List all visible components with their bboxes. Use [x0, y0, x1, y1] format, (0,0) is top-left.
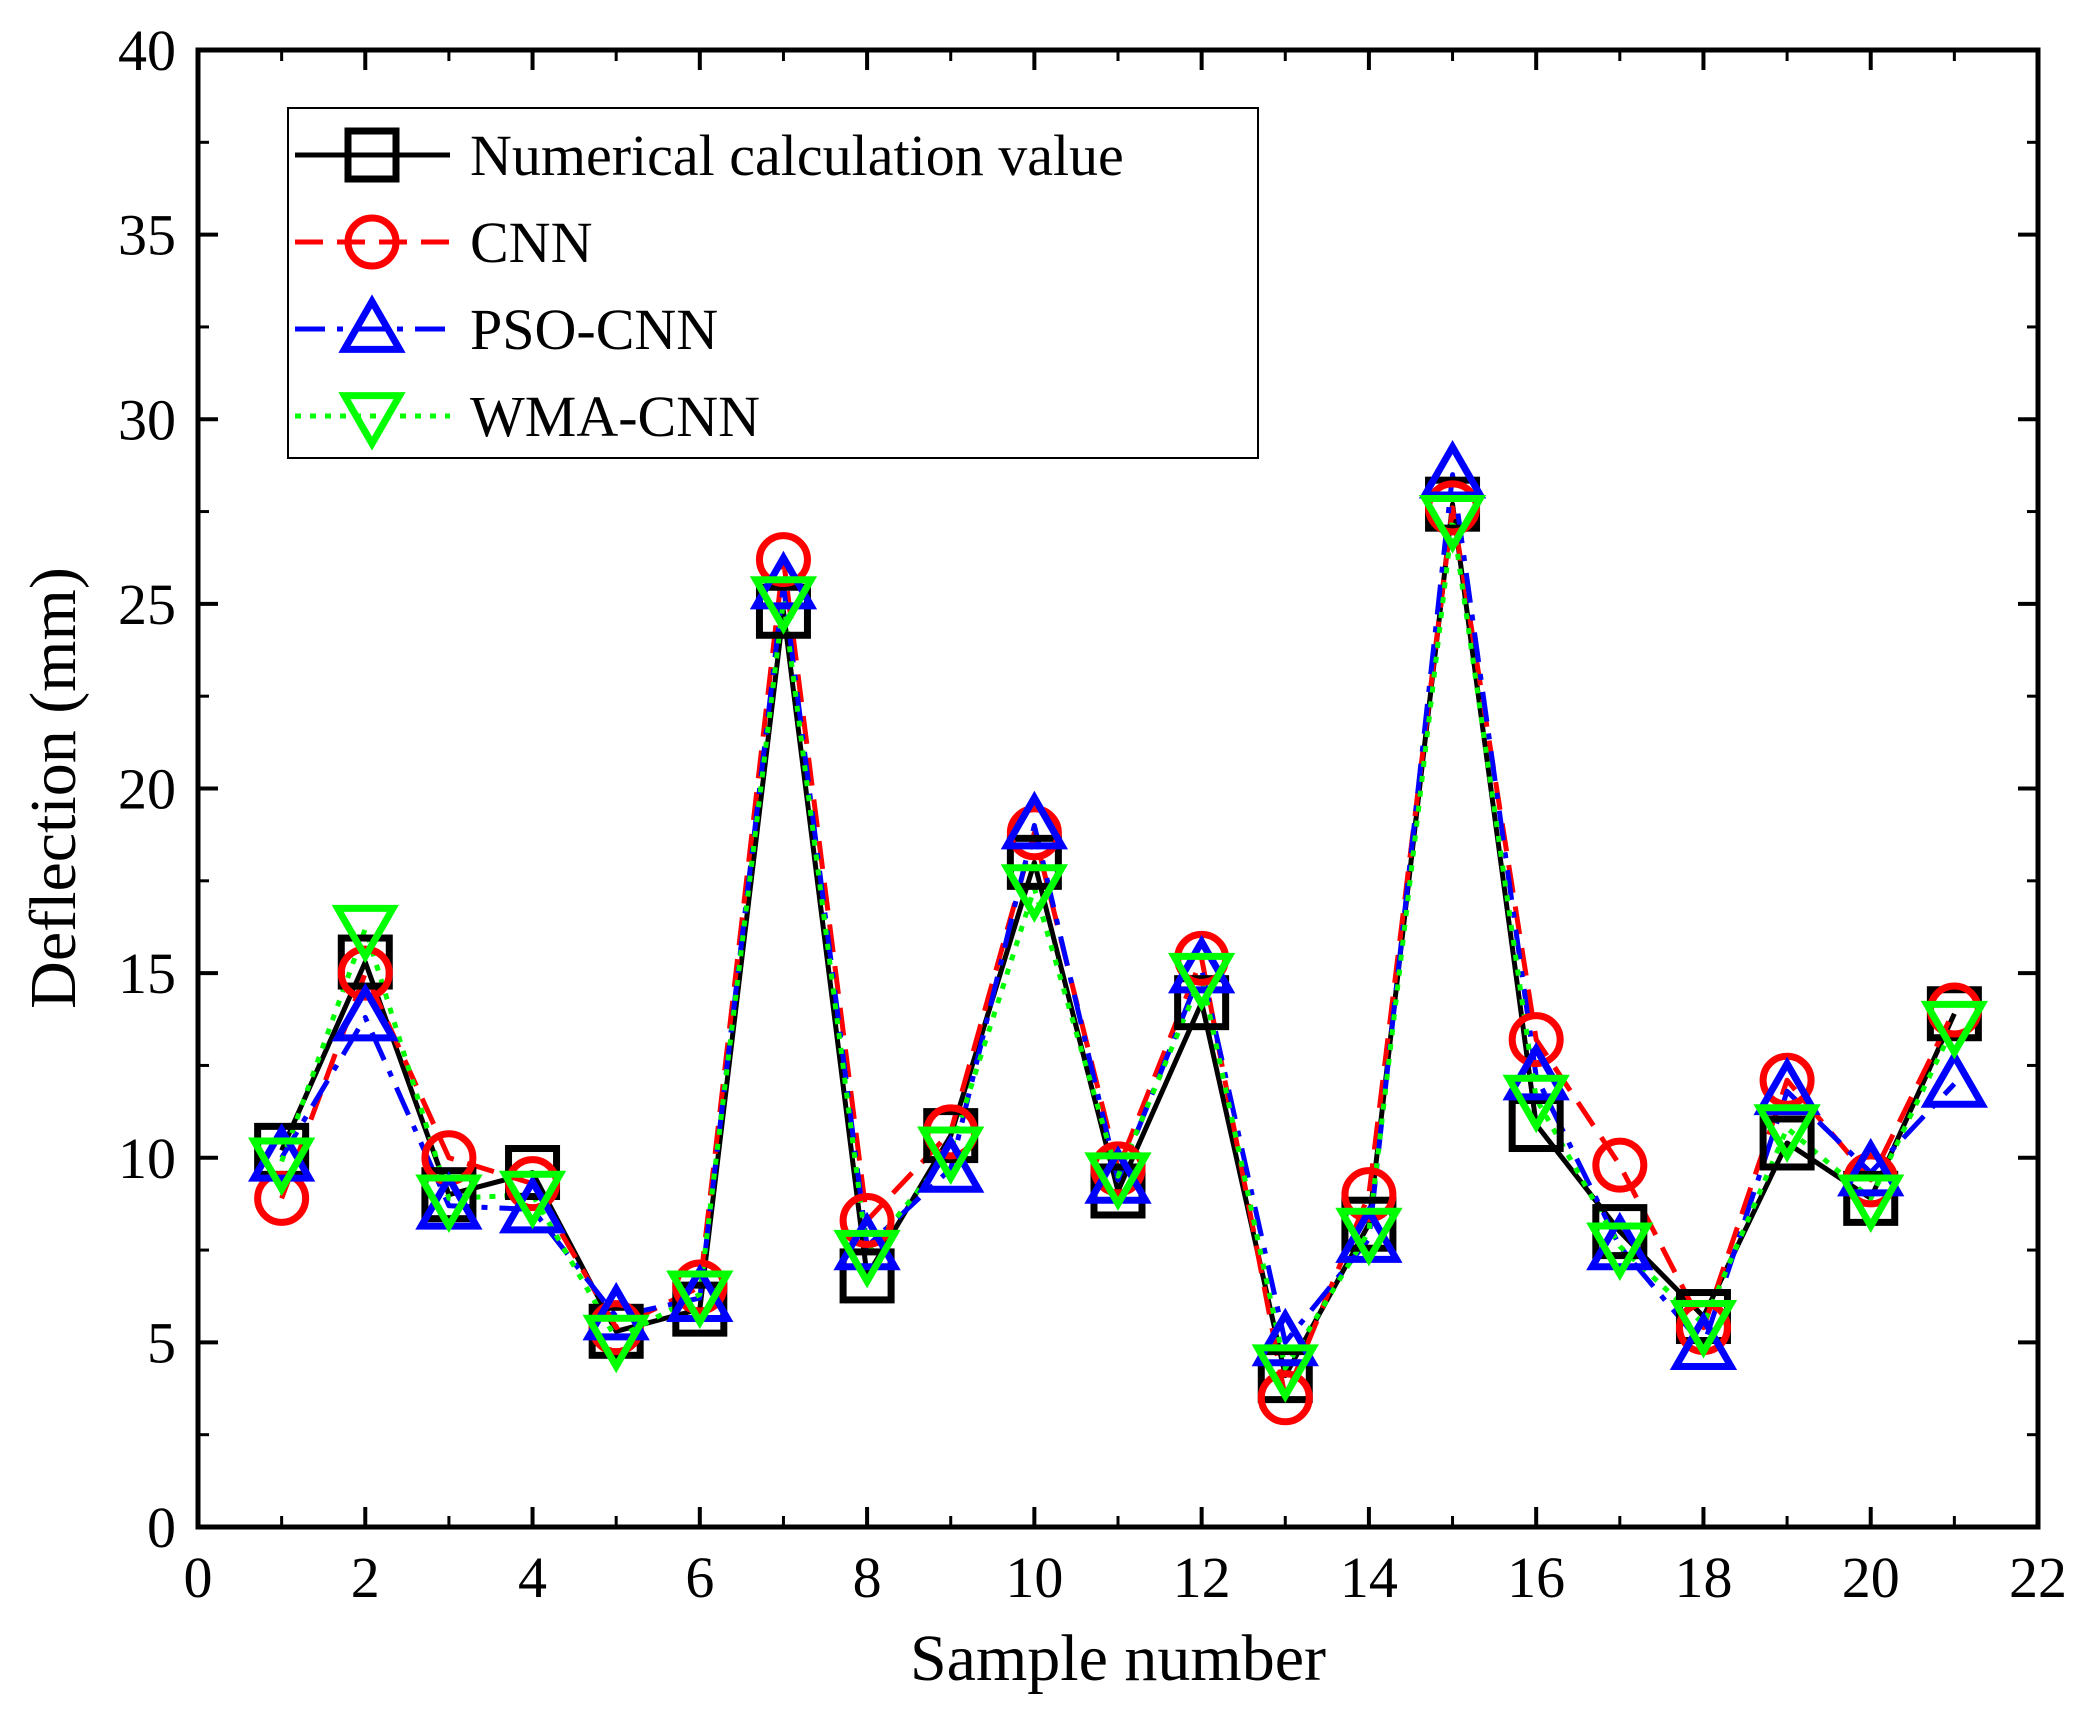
x-tick-label: 4 [518, 1545, 547, 1610]
y-tick-label: 0 [147, 1495, 176, 1560]
x-tick-label: 0 [184, 1545, 213, 1610]
x-tick-label: 10 [1005, 1545, 1063, 1610]
legend-label: WMA-CNN [470, 384, 760, 449]
x-tick-label: 16 [1507, 1545, 1565, 1610]
series-line-1 [282, 504, 1955, 1375]
series-line-2 [282, 508, 1955, 1398]
x-tick-label: 20 [1842, 1545, 1900, 1610]
x-tick-label: 14 [1340, 1545, 1398, 1610]
x-axis-title: Sample number [910, 1622, 1326, 1695]
series-3-points [254, 447, 1982, 1366]
x-tick-label: 2 [351, 1545, 380, 1610]
x-tick-label: 12 [1173, 1545, 1231, 1610]
legend: Numerical calculation value CNN PSO-CNN WMA… [288, 108, 1258, 458]
y-tick-label: 40 [118, 18, 176, 83]
series-line-4 [282, 519, 1955, 1368]
legend-label: PSO-CNN [470, 297, 718, 362]
y-tick-label: 20 [118, 757, 176, 822]
legend-label: Numerical calculation value [470, 123, 1124, 188]
y-tick-label: 10 [118, 1126, 176, 1191]
y-tick-label: 5 [147, 1310, 176, 1375]
y-tick-label: 35 [118, 203, 176, 268]
line-chart: 0 2 4 6 8 10 12 14 16 18 20 22 0 5 10 15 20 25 30 35 40 Sam… [0, 0, 2082, 1715]
y-tick-label: 30 [118, 387, 176, 452]
y-axis-title: Deflection (mm) [17, 567, 90, 1009]
x-tick-label: 18 [1674, 1545, 1732, 1610]
legend-label: CNN [470, 210, 592, 275]
series-1-points [258, 480, 1979, 1399]
series-lines [282, 475, 1955, 1398]
x-tick-label: 6 [685, 1545, 714, 1610]
x-tick-label: 22 [2009, 1545, 2067, 1610]
series-4-points [254, 499, 1982, 1396]
y-tick-label: 25 [118, 572, 176, 637]
data-point [1596, 1141, 1644, 1189]
x-tick-label: 8 [853, 1545, 882, 1610]
y-tick-label: 15 [118, 941, 176, 1006]
